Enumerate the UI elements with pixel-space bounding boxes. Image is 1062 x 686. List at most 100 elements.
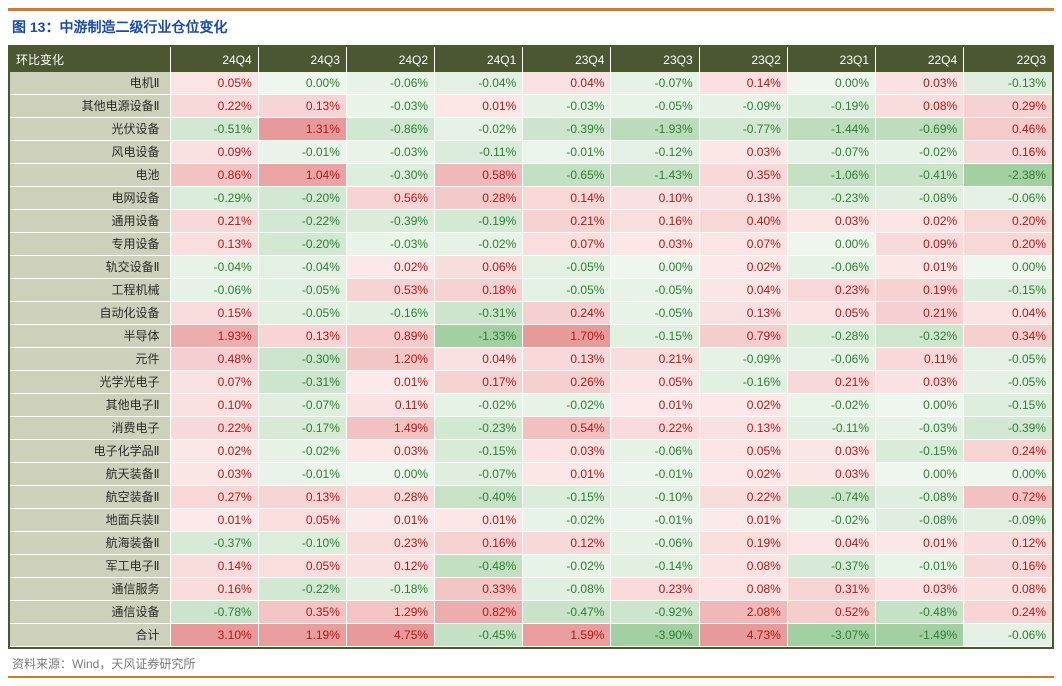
value-cell: 0.04% xyxy=(435,348,523,371)
row-label: 元件 xyxy=(10,348,170,371)
value-cell: 0.03% xyxy=(876,371,964,394)
value-cell: -0.13% xyxy=(964,72,1052,95)
value-cell: -0.29% xyxy=(170,187,258,210)
value-cell: -1.93% xyxy=(611,118,699,141)
value-cell: -0.03% xyxy=(346,95,434,118)
value-cell: -0.07% xyxy=(611,72,699,95)
row-label: 地面兵装Ⅱ xyxy=(10,509,170,532)
value-cell: 0.12% xyxy=(964,532,1052,555)
value-cell: -0.22% xyxy=(258,210,346,233)
value-cell: 0.01% xyxy=(876,256,964,279)
value-cell: -0.05% xyxy=(964,371,1052,394)
col-header: 24Q4 xyxy=(170,47,258,72)
value-cell: 0.12% xyxy=(523,532,611,555)
row-label: 消费电子 xyxy=(10,417,170,440)
value-cell: -0.22% xyxy=(258,578,346,601)
value-cell: -0.15% xyxy=(523,486,611,509)
value-cell: 0.24% xyxy=(964,440,1052,463)
value-cell: -0.06% xyxy=(787,348,875,371)
heatmap-table-wrap: 环比变化24Q424Q324Q224Q123Q423Q323Q223Q122Q4… xyxy=(8,45,1054,649)
value-cell: 0.13% xyxy=(258,486,346,509)
value-cell: -3.90% xyxy=(611,624,699,647)
value-cell: -0.07% xyxy=(787,141,875,164)
value-cell: -0.10% xyxy=(258,532,346,555)
value-cell: 0.00% xyxy=(964,463,1052,486)
value-cell: 1.04% xyxy=(258,164,346,187)
value-cell: -0.48% xyxy=(435,555,523,578)
value-cell: -0.18% xyxy=(346,578,434,601)
value-cell: 0.03% xyxy=(346,440,434,463)
value-cell: 0.14% xyxy=(523,187,611,210)
heatmap-table: 环比变化24Q424Q324Q224Q123Q423Q323Q223Q122Q4… xyxy=(10,47,1052,647)
value-cell: 0.06% xyxy=(435,256,523,279)
value-cell: 0.03% xyxy=(523,440,611,463)
table-row: 自动化设备0.15%-0.05%-0.16%-0.31%0.24%-0.05%0… xyxy=(10,302,1052,325)
row-label: 光伏设备 xyxy=(10,118,170,141)
value-cell: 0.05% xyxy=(258,555,346,578)
value-cell: 0.01% xyxy=(699,509,787,532)
table-header-row: 环比变化24Q424Q324Q224Q123Q423Q323Q223Q122Q4… xyxy=(10,47,1052,72)
value-cell: -0.06% xyxy=(964,624,1052,647)
value-cell: 0.89% xyxy=(346,325,434,348)
value-cell: -0.01% xyxy=(258,463,346,486)
value-cell: 0.03% xyxy=(787,210,875,233)
value-cell: -0.02% xyxy=(876,141,964,164)
value-cell: 0.23% xyxy=(346,532,434,555)
value-cell: 0.33% xyxy=(435,578,523,601)
value-cell: -0.06% xyxy=(170,279,258,302)
value-cell: -0.37% xyxy=(787,555,875,578)
value-cell: 0.28% xyxy=(435,187,523,210)
value-cell: 0.10% xyxy=(611,187,699,210)
value-cell: 0.11% xyxy=(346,394,434,417)
table-row: 光伏设备-0.51%1.31%-0.86%-0.02%-0.39%-1.93%-… xyxy=(10,118,1052,141)
value-cell: -0.01% xyxy=(876,555,964,578)
value-cell: -0.11% xyxy=(787,417,875,440)
row-label: 其他电源设备Ⅱ xyxy=(10,95,170,118)
row-label: 轨交设备Ⅱ xyxy=(10,256,170,279)
value-cell: 2.08% xyxy=(699,601,787,624)
value-cell: 0.72% xyxy=(964,486,1052,509)
value-cell: -0.48% xyxy=(876,601,964,624)
value-cell: -0.11% xyxy=(435,141,523,164)
value-cell: 0.01% xyxy=(346,371,434,394)
row-label: 电子化学品Ⅱ xyxy=(10,440,170,463)
value-cell: -0.03% xyxy=(346,233,434,256)
value-cell: -0.39% xyxy=(346,210,434,233)
value-cell: -0.09% xyxy=(699,348,787,371)
value-cell: 0.09% xyxy=(170,141,258,164)
value-cell: 0.05% xyxy=(170,72,258,95)
value-cell: 0.79% xyxy=(699,325,787,348)
row-label: 合计 xyxy=(10,624,170,647)
value-cell: 0.14% xyxy=(170,555,258,578)
value-cell: 0.00% xyxy=(611,256,699,279)
value-cell: 0.02% xyxy=(699,256,787,279)
value-cell: -0.78% xyxy=(170,601,258,624)
row-label: 电池 xyxy=(10,164,170,187)
value-cell: 0.34% xyxy=(964,325,1052,348)
value-cell: -0.05% xyxy=(523,256,611,279)
value-cell: 0.01% xyxy=(435,509,523,532)
value-cell: -0.17% xyxy=(258,417,346,440)
source-caption: 资料来源：Wind，天风证券研究所 xyxy=(8,649,1054,678)
row-label: 其他电子Ⅱ xyxy=(10,394,170,417)
value-cell: 0.04% xyxy=(523,72,611,95)
value-cell: 0.07% xyxy=(523,233,611,256)
value-cell: 0.31% xyxy=(787,578,875,601)
row-label: 航空装备Ⅱ xyxy=(10,486,170,509)
value-cell: 0.22% xyxy=(170,95,258,118)
row-label: 军工电子Ⅱ xyxy=(10,555,170,578)
value-cell: -0.06% xyxy=(611,532,699,555)
value-cell: 0.03% xyxy=(699,141,787,164)
value-cell: 0.29% xyxy=(964,95,1052,118)
value-cell: -0.15% xyxy=(611,325,699,348)
value-cell: 0.11% xyxy=(876,348,964,371)
value-cell: -0.05% xyxy=(964,348,1052,371)
value-cell: -1.06% xyxy=(787,164,875,187)
value-cell: -0.03% xyxy=(523,95,611,118)
value-cell: -0.03% xyxy=(876,417,964,440)
value-cell: -0.02% xyxy=(523,555,611,578)
value-cell: -0.06% xyxy=(346,72,434,95)
table-row: 其他电子Ⅱ0.10%-0.07%0.11%-0.02%-0.02%0.01%0.… xyxy=(10,394,1052,417)
table-row: 专用设备0.13%-0.20%-0.03%-0.02%0.07%0.03%0.0… xyxy=(10,233,1052,256)
value-cell: 0.23% xyxy=(611,578,699,601)
